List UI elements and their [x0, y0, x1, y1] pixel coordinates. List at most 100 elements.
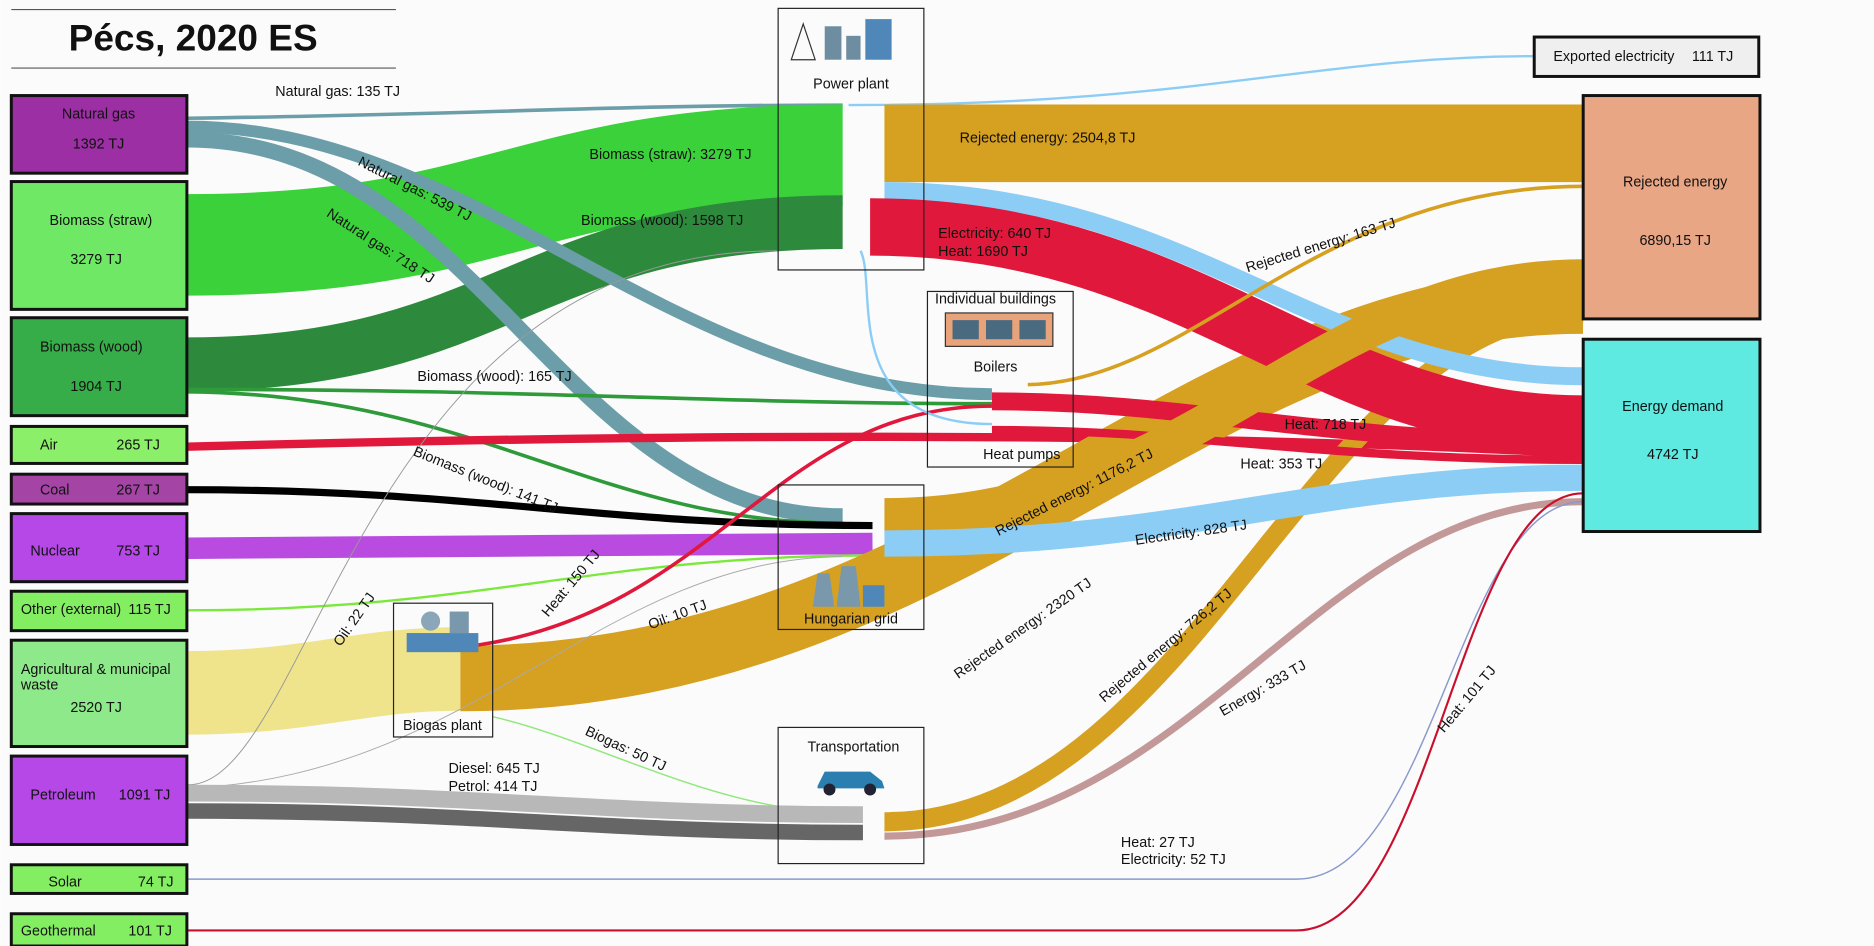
flow [186, 432, 1584, 459]
flow [186, 131, 843, 524]
process-name: Transportation [807, 740, 899, 756]
source-box [9, 180, 189, 311]
source-name: Petroleum [30, 787, 95, 803]
process-name: Biogas plant [403, 718, 482, 734]
process-name: Heat pumps [983, 447, 1060, 463]
source-name: Agricultural & municipal [21, 662, 171, 678]
source-box [9, 638, 189, 749]
flow-label: Electricity: 640 TJ [938, 226, 1051, 242]
flow-label: Heat: 1690 TJ [938, 244, 1028, 260]
flow [186, 103, 843, 121]
flow [884, 182, 1584, 386]
source-name: Coal [40, 483, 69, 499]
sink-value: 4742 TJ [1647, 447, 1699, 463]
icon [812, 566, 885, 607]
source-box [9, 472, 189, 506]
flow [186, 120, 992, 401]
flow [186, 532, 873, 559]
title: Pécs, 2020 ES [69, 16, 318, 58]
sinks: Exported electricity 111 TJ Rejected ene… [1532, 35, 1762, 534]
process-box [777, 484, 925, 631]
source-name: Solar [48, 874, 82, 890]
flow [186, 784, 863, 823]
flow [1027, 184, 1584, 387]
flow [186, 500, 1584, 880]
flow [478, 404, 992, 647]
flow-label: Heat: 718 TJ [1285, 417, 1367, 433]
source-name: Other (external) [21, 602, 121, 618]
flow [186, 554, 873, 612]
source-value: 1904 TJ [70, 379, 122, 395]
source-value: 115 TJ [128, 602, 170, 618]
process-name: Hungarian grid [804, 612, 898, 628]
source-name: Natural gas [62, 106, 135, 122]
flow [870, 198, 1584, 453]
source-box [9, 589, 189, 633]
source-box [9, 863, 189, 895]
flow-label: Biomass (wood): 1598 TJ [581, 213, 743, 229]
sink-value: 111 TJ [1692, 49, 1733, 65]
flow [186, 627, 461, 735]
flow [186, 556, 843, 789]
flow-label: Biomass (wood): 165 TJ [417, 369, 571, 385]
flow [884, 259, 1584, 534]
source-value: 1392 TJ [73, 136, 125, 152]
source-name: Biomass (straw) [50, 213, 153, 229]
sink-name: Exported electricity [1553, 49, 1675, 65]
flow [186, 195, 843, 392]
source-box [9, 512, 189, 584]
source-name: Biomass (wood) [40, 339, 143, 355]
source-value: 101 TJ [128, 923, 172, 939]
flow [186, 250, 777, 786]
flow [848, 54, 1535, 107]
flow [186, 486, 873, 530]
flow [186, 803, 863, 841]
process-box [777, 726, 925, 865]
processes: Power plant Individual buildings Boilers… [392, 7, 1074, 865]
flows [186, 54, 1584, 932]
icon [406, 611, 479, 653]
flow-label: Heat: 27 TJ [1121, 835, 1195, 851]
flow [884, 303, 1584, 832]
flow-label: Biomass (straw): 3279 TJ [589, 147, 751, 163]
flow [186, 492, 1584, 932]
icon [944, 312, 1054, 347]
process-box [777, 7, 925, 271]
flow [884, 464, 1584, 557]
flow [884, 498, 1584, 840]
flow [186, 104, 843, 296]
source-box [9, 912, 189, 946]
source-box [9, 316, 189, 418]
process-name: Boilers [974, 360, 1018, 376]
sink-box [1581, 94, 1762, 321]
flow-label: Petrol: 414 TJ [448, 779, 537, 795]
source-box [9, 94, 189, 175]
flow-label: Natural gas: 135 TJ [275, 84, 400, 100]
flow-label: Rejected energy: 2504,8 TJ [960, 130, 1136, 146]
sink-name: Rejected energy [1623, 175, 1728, 191]
process-box [392, 602, 494, 738]
source-name: Air [40, 437, 58, 453]
flow [186, 389, 843, 525]
source-value: 74 TJ [138, 874, 174, 890]
source-value: 265 TJ [116, 437, 160, 453]
source-name: Geothermal [21, 923, 96, 939]
process-name: Individual buildings [935, 292, 1056, 308]
sink-value: 6890,15 TJ [1639, 233, 1710, 249]
sources: Natural gas 1392 TJ Biomass (straw) 3279… [9, 94, 189, 946]
source-name: Nuclear [30, 544, 80, 560]
source-name: waste [20, 677, 58, 693]
icon [817, 771, 885, 796]
source-value: 267 TJ [116, 483, 160, 499]
source-box [9, 424, 189, 465]
sink-name: Energy demand [1622, 399, 1723, 415]
source-value: 753 TJ [116, 544, 160, 560]
sink-box [1581, 337, 1762, 534]
flow [186, 387, 992, 406]
source-box [9, 754, 189, 846]
source-value: 1091 TJ [119, 787, 171, 803]
process-box [926, 290, 1074, 468]
sink-box [1532, 35, 1761, 78]
icon [790, 19, 892, 61]
